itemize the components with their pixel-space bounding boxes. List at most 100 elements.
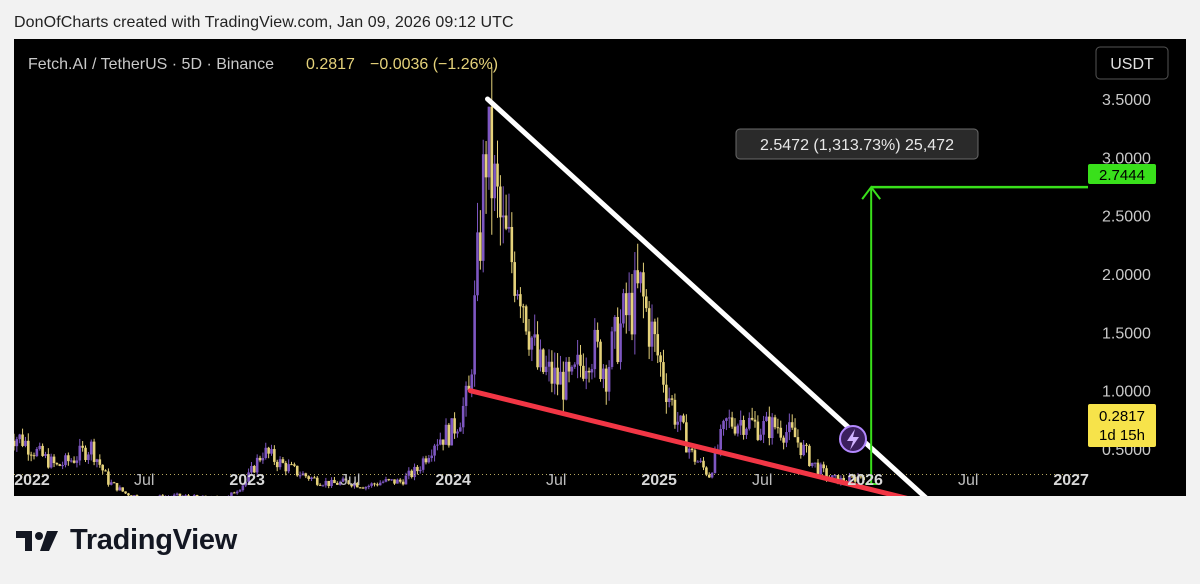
candle-body <box>599 341 602 380</box>
currency-button[interactable]: USDT <box>1095 46 1169 80</box>
candle-body <box>513 262 516 296</box>
candle-body <box>647 308 651 347</box>
candle-body <box>416 466 419 472</box>
candle-body <box>848 476 851 484</box>
candle-body <box>109 482 113 485</box>
candle-body <box>98 459 102 465</box>
candle-body <box>401 481 405 485</box>
candle-body <box>92 441 96 462</box>
candle-body <box>584 370 588 379</box>
countdown-label: 1d 15h <box>1099 427 1145 444</box>
candle-body <box>64 455 67 466</box>
candle-body <box>656 334 660 356</box>
candle-body <box>364 486 368 489</box>
candle-body <box>544 366 548 373</box>
candle-body <box>14 440 16 447</box>
candle-body <box>436 444 439 446</box>
chart-caption: DonOfCharts created with TradingView.com… <box>14 14 514 31</box>
candle-body <box>275 461 279 468</box>
candle-body <box>390 479 393 481</box>
candles-layer <box>14 66 866 496</box>
x-tick-label: 2022 <box>14 472 50 489</box>
candle-body <box>710 472 714 478</box>
candle-body <box>350 483 353 487</box>
candle-body <box>18 434 22 440</box>
candle-body <box>562 371 565 400</box>
candle-body <box>607 366 611 392</box>
candle-body <box>61 465 64 467</box>
symbol-name: Fetch.AI / TetherUS · 5D · Binance <box>28 56 274 73</box>
candle-body <box>756 421 760 440</box>
candle-body <box>805 444 808 446</box>
candle-body <box>476 232 479 296</box>
candle-body <box>78 445 82 461</box>
candle-body <box>456 431 459 434</box>
candle-body <box>29 454 33 456</box>
candle-body <box>327 480 331 487</box>
candle-body <box>653 321 657 335</box>
target-price-label: 2.7444 <box>1099 167 1145 184</box>
candle-body <box>810 462 814 467</box>
candle-body <box>335 483 339 485</box>
candle-body <box>788 422 791 433</box>
candle-body <box>473 295 476 375</box>
candle-body <box>321 485 325 487</box>
chart-panel[interactable]: 3.5000 3.0000 2.5000 2.0000 1.5000 1.0000 0.50… <box>14 39 1186 496</box>
candle-body <box>490 106 494 199</box>
candle-body <box>453 418 456 434</box>
candle-body <box>510 226 514 263</box>
y-tick-label: 1.5000 <box>1102 325 1151 342</box>
last-price-label: 0.2817 <box>1099 408 1145 425</box>
candle-body <box>244 481 248 486</box>
candle-body <box>773 417 777 428</box>
candle-body <box>699 460 702 462</box>
candle-body <box>447 424 451 446</box>
candle-body <box>333 479 336 484</box>
candle-body <box>101 464 104 471</box>
candle-body <box>759 434 763 440</box>
candle-body <box>124 491 127 494</box>
candle-body <box>255 457 259 473</box>
candle-body <box>247 472 250 482</box>
candle-body <box>315 477 319 485</box>
candle-body <box>158 495 162 496</box>
candle-body <box>556 367 559 385</box>
price-chart[interactable]: 3.50003.00002.50002.00001.50001.00000.50… <box>14 39 1186 496</box>
candle-body <box>745 428 748 435</box>
tradingview-logo[interactable]: TradingView <box>16 524 237 557</box>
last-price-badge: 0.2817 1d 15h <box>1088 404 1156 447</box>
candle-body <box>587 370 591 373</box>
candle-body <box>687 448 691 453</box>
candle-body <box>676 421 680 425</box>
candle-body <box>230 492 233 496</box>
x-tick-label: 2023 <box>229 472 265 489</box>
candle-body <box>304 473 308 477</box>
candle-body <box>241 485 245 491</box>
candle-body <box>713 449 717 473</box>
x-tick-label: Jul <box>958 472 978 489</box>
candle-body <box>467 385 471 391</box>
candle-body <box>776 427 780 429</box>
candle-body <box>484 154 488 178</box>
candle-body <box>736 425 740 434</box>
candle-body <box>313 477 316 479</box>
candle-body <box>496 163 499 187</box>
candle-body <box>516 294 519 296</box>
candle-body <box>287 464 290 472</box>
candle-body <box>679 415 682 422</box>
y-tick-label: 2.5000 <box>1102 209 1151 226</box>
y-tick-label: 1.0000 <box>1102 384 1151 401</box>
candle-body <box>384 479 388 482</box>
candle-body <box>742 420 745 435</box>
candle-body <box>470 374 474 391</box>
candle-body <box>75 460 79 463</box>
lightning-alert-icon[interactable] <box>839 425 867 453</box>
candle-body <box>547 361 551 367</box>
candle-body <box>441 439 445 445</box>
candle-body <box>253 465 256 473</box>
candle-body <box>413 466 416 478</box>
candle-body <box>570 366 574 372</box>
candle-body <box>747 417 751 429</box>
tradingview-logo-icon <box>16 530 58 551</box>
candle-body <box>682 415 685 423</box>
